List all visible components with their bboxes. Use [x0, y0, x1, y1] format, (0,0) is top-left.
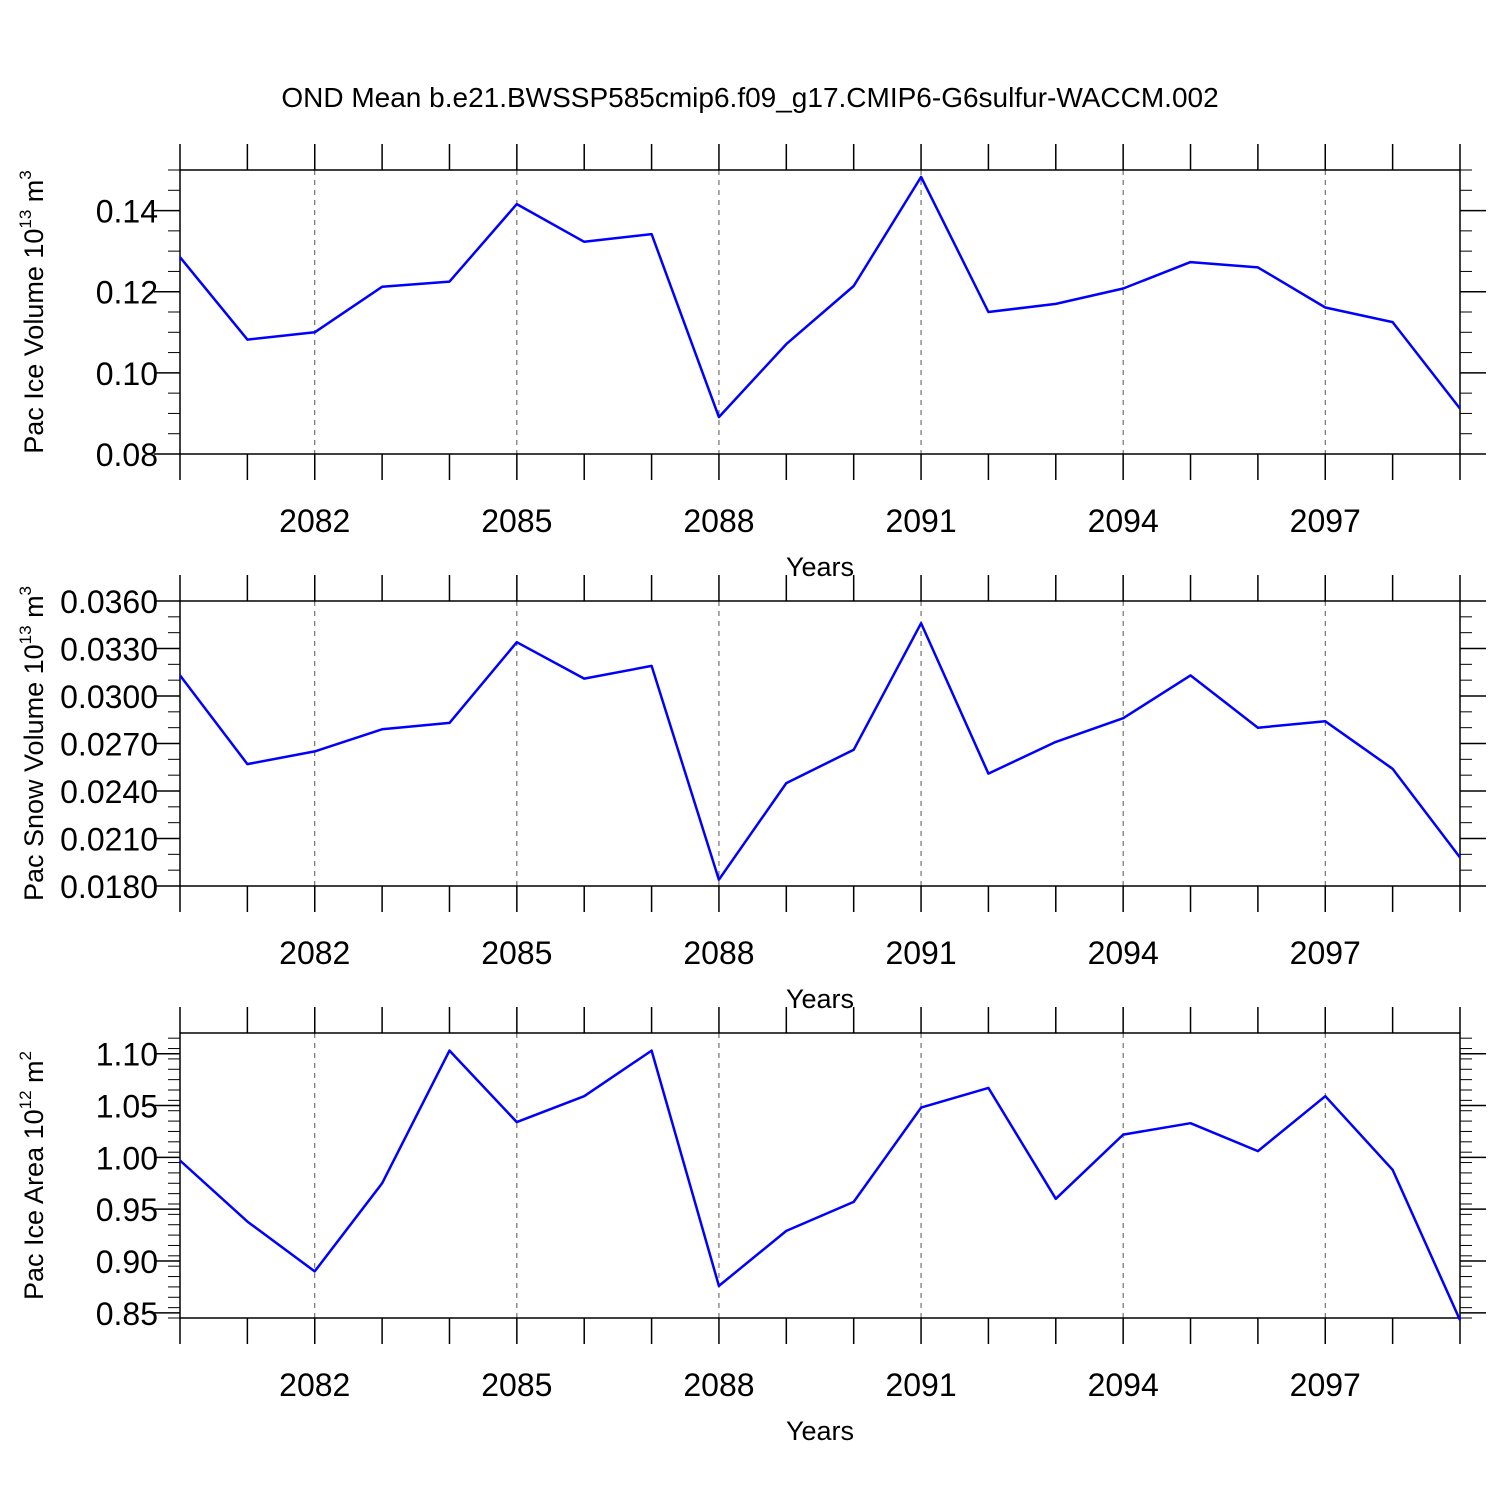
series-line — [179, 175, 1461, 419]
x-tick-label: 2082 — [279, 935, 350, 971]
x-tick-label: 2085 — [481, 503, 552, 539]
y-tick-label: 0.0360 — [60, 584, 158, 620]
y-tick-label: 0.90 — [96, 1244, 158, 1280]
x-axis-title: Years — [786, 984, 854, 1014]
panels: 2082 2085 2088 2091 2094 2097 0.08 0.10 0.12 0.14… — [16, 144, 1486, 1446]
y-tick-label: 0.0210 — [60, 822, 158, 858]
x-tick-label: 2094 — [1088, 935, 1159, 971]
y-tick-label: 0.85 — [96, 1296, 158, 1332]
x-tick-label: 2091 — [885, 1367, 956, 1403]
y-axis-title-unit-exponent: 3 — [16, 170, 35, 179]
x-tick-label: 2082 — [279, 503, 350, 539]
y-axis-title: Pac Snow Volume 1013 m3 — [16, 586, 49, 901]
y-tick-label: 0.08 — [96, 437, 158, 473]
x-axis-title: Years — [786, 1416, 854, 1446]
x-tick-label: 2088 — [683, 503, 754, 539]
y-tick-label: 0.0180 — [60, 869, 158, 905]
y-tick-label: 0.14 — [96, 194, 158, 230]
panel-2: 2082 2085 2088 2091 2094 2097 0.0180 0.0210 0.02… — [16, 575, 1486, 1014]
x-tick-label: 2085 — [481, 1367, 552, 1403]
y-axis-title: Pac Ice Volume 1013 m3 — [16, 170, 49, 454]
plot-frame — [179, 600, 1461, 887]
y-axis-title-text: Pac Snow Volume 10 — [19, 644, 49, 901]
series-line — [179, 1049, 1462, 1321]
y-axis-title: Pac Ice Area 1012 m2 — [16, 1051, 49, 1300]
y-tick-label: 0.10 — [96, 356, 158, 392]
y-axis-title-text: Pac Ice Volume 10 — [19, 229, 49, 454]
panel-1: 2082 2085 2088 2091 2094 2097 0.08 0.10 0.12 0.14… — [16, 144, 1486, 582]
y-tick-label: 0.0240 — [60, 774, 158, 810]
y-axis-title-unit: m — [19, 1060, 49, 1090]
x-axis-title: Years — [786, 552, 854, 582]
y-tick-label: 0.95 — [96, 1192, 158, 1228]
y-tick-label: 1.10 — [96, 1037, 158, 1073]
y-tick-label: 0.0330 — [60, 632, 158, 668]
y-tick-label: 1.00 — [96, 1140, 158, 1176]
y-axis-title-unit: m — [19, 180, 49, 210]
x-tick-label: 2097 — [1290, 1367, 1361, 1403]
y-axis-title-exponent: 12 — [16, 1090, 35, 1109]
panel-3: 2082 2085 2088 2091 2094 2097 0.85 0.90 0.95 1.00… — [16, 1007, 1486, 1446]
figure-title: OND Mean b.e21.BWSSP585cmip6.f09_g17.CMI… — [281, 82, 1218, 113]
x-tick-label: 2094 — [1088, 1367, 1159, 1403]
y-tick-label: 0.0270 — [60, 727, 158, 763]
x-tick-label: 2088 — [683, 1367, 754, 1403]
x-tick-label: 2097 — [1290, 935, 1361, 971]
x-tick-label: 2091 — [885, 935, 956, 971]
y-tick-label: 0.0300 — [60, 679, 158, 715]
y-axis-title-unit: m — [19, 595, 49, 625]
x-tick-label: 2097 — [1290, 503, 1361, 539]
x-tick-label: 2091 — [885, 503, 956, 539]
series-line — [179, 621, 1461, 881]
x-tick-label: 2085 — [481, 935, 552, 971]
x-tick-label: 2082 — [279, 1367, 350, 1403]
y-axis-title-text: Pac Ice Area 10 — [19, 1109, 49, 1300]
x-tick-label: 2088 — [683, 935, 754, 971]
y-axis-title-exponent: 13 — [16, 625, 35, 644]
plot-frame — [179, 1032, 1461, 1319]
y-tick-label: 1.05 — [96, 1089, 158, 1125]
y-tick-label: 0.12 — [96, 275, 158, 311]
y-axis-title-unit-exponent: 3 — [16, 586, 35, 595]
y-axis-title-unit-exponent: 2 — [16, 1051, 35, 1060]
y-axis-title-exponent: 13 — [16, 210, 35, 229]
x-tick-label: 2094 — [1088, 503, 1159, 539]
plot-frame — [179, 169, 1461, 455]
